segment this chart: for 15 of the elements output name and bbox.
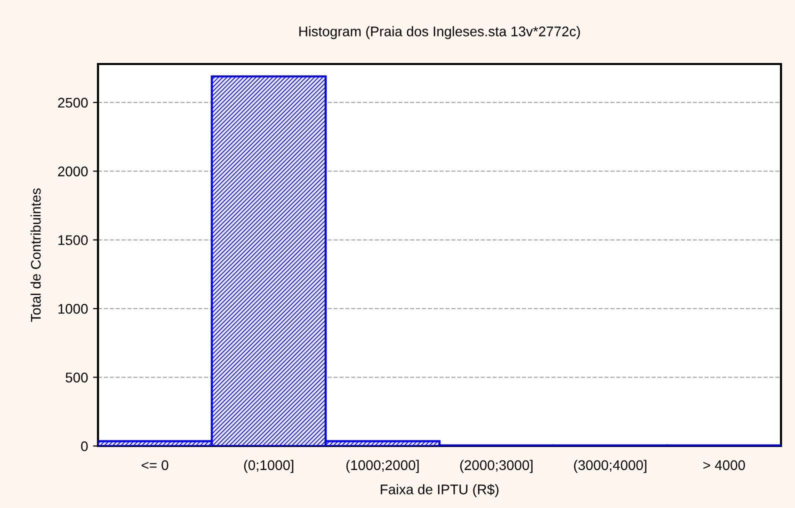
y-tick-label: 1000: [58, 304, 88, 314]
x-tick-label: > 4000: [703, 460, 745, 470]
y-axis-title: Total de Contribuintes: [30, 188, 41, 322]
chart-title: Histogram (Praia dos Ingleses.sta 13v*2772c): [299, 26, 580, 40]
y-tick-label: 500: [66, 372, 88, 382]
x-tick-label: (0;1000]: [244, 460, 294, 473]
y-tick-label: 2000: [58, 166, 88, 176]
y-tick-label: 1500: [58, 235, 88, 246]
x-tick-label: (1000;2000]: [346, 460, 419, 473]
y-tick-label: 0: [81, 441, 88, 452]
x-tick-label: (3000;4000]: [574, 460, 646, 473]
y-tick-label: 2500: [58, 98, 88, 108]
x-tick-label: (2000;3000]: [460, 460, 532, 473]
x-axis-title: Faixa de IPTU (R$): [380, 484, 498, 498]
x-tick-label: <= 0: [142, 460, 168, 470]
